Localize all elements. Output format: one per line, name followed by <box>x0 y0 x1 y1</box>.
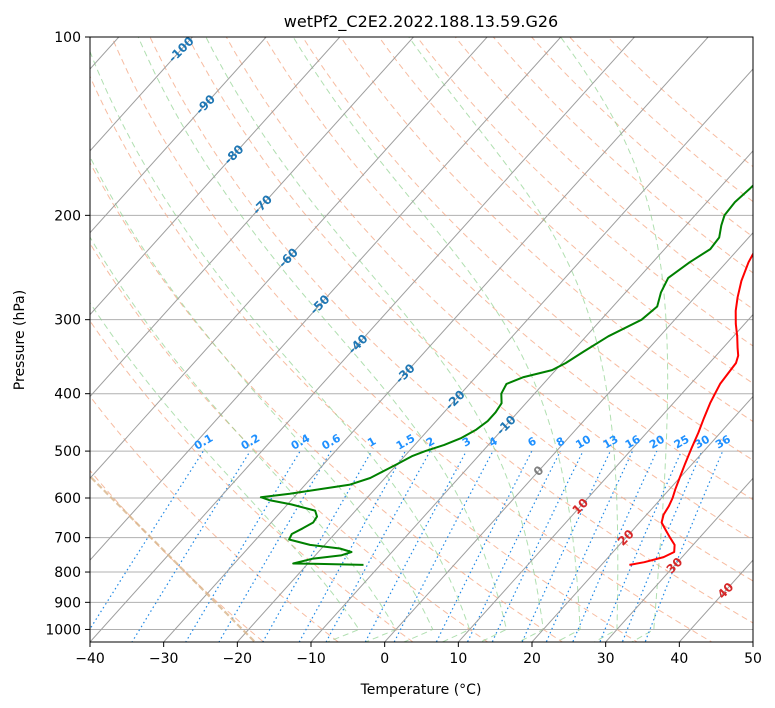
dry-adiabat <box>302 37 753 461</box>
mixing-ratio-line <box>262 450 373 642</box>
y-tick-label: 800 <box>54 565 81 581</box>
dry-adiabat <box>187 37 753 582</box>
mixing-ratio-line <box>644 450 724 642</box>
dry-adiabat <box>111 37 713 642</box>
plot-frame <box>89 36 754 643</box>
isotherm-line <box>90 37 636 642</box>
moist-adiabat <box>408 37 619 642</box>
dry-adiabat <box>90 161 564 642</box>
y-tick-label: 600 <box>54 491 81 507</box>
x-tick-label: −20 <box>223 651 253 667</box>
y-tick-label: 400 <box>54 387 81 403</box>
mixing-ratio-line <box>90 450 204 631</box>
y-tick-label: 100 <box>54 30 81 46</box>
isotherm-line <box>162 37 709 642</box>
isotherm-line <box>457 313 753 642</box>
x-axis-label: Temperature (°C) <box>360 682 482 698</box>
chart-title: wetPf2_C2E2.2022.188.13.59.G26 <box>284 12 558 32</box>
dry-adiabat <box>568 37 753 203</box>
dry-adiabat <box>225 37 753 541</box>
moist-adiabat <box>90 155 434 642</box>
x-tick-label: −10 <box>296 651 326 667</box>
dry-adiabat <box>416 37 753 347</box>
pressure-gridlines <box>90 37 753 630</box>
y-tick-label: 500 <box>54 444 81 460</box>
isotherm-line <box>90 37 415 398</box>
y-tick-label: 900 <box>54 595 81 611</box>
isotherm-line <box>383 231 753 642</box>
axes: −40 −30 −20 −10 0 10 20 30 40 50 100 200 300 400 500 60… <box>45 30 762 667</box>
isotherm-line <box>90 37 341 316</box>
skewed-isotherms <box>90 37 753 642</box>
isotherm-line <box>236 68 753 642</box>
dry-adiabat <box>90 75 638 642</box>
moist-adiabat <box>137 37 508 642</box>
x-tick-label: 20 <box>523 651 541 667</box>
mixing-ratio-line <box>298 450 406 642</box>
x-tick-label: 0 <box>380 651 389 667</box>
dry-adiabat <box>454 37 753 310</box>
isotherm-line <box>90 37 194 152</box>
x-tick-label: −40 <box>75 651 105 667</box>
isotherm-line <box>90 37 488 480</box>
lcl-curve <box>90 474 257 642</box>
temperature-line <box>629 251 753 566</box>
isotherm-line <box>310 150 753 642</box>
sounding-series <box>259 184 753 566</box>
dewpoint-line <box>259 184 753 566</box>
dry-adiabat <box>340 37 753 423</box>
isotherm-line <box>90 37 562 561</box>
dry-adiabat <box>607 37 753 168</box>
x-tick-label: 50 <box>744 651 762 667</box>
moist-adiabat <box>90 236 397 642</box>
mixing-ratio-line <box>466 450 561 642</box>
dry-adiabat <box>378 37 753 384</box>
dry-adiabat <box>90 242 489 642</box>
dry-adiabat <box>492 37 753 274</box>
y-axis-label: Pressure (hPa) <box>12 290 28 390</box>
y-tick-label: 700 <box>54 531 81 547</box>
x-tick-label: 40 <box>670 651 688 667</box>
y-tick-label: 200 <box>54 208 81 224</box>
isotherm-line <box>604 477 753 642</box>
y-tick-label: 300 <box>54 313 81 329</box>
dry-adiabat <box>263 37 753 501</box>
mixing-ratio-line <box>325 450 431 642</box>
x-tick-label: −30 <box>149 651 179 667</box>
moist-adiabat <box>205 37 544 642</box>
dry-adiabat <box>90 395 340 642</box>
dry-adiabat <box>90 320 414 642</box>
x-tick-label: 30 <box>597 651 615 667</box>
isotherm-line <box>531 395 753 642</box>
mixing-ratio-line <box>218 450 332 642</box>
mixing-ratio-line <box>393 450 494 642</box>
lcl-curve <box>90 474 257 642</box>
moist-adiabat <box>292 37 581 642</box>
isotherm-line <box>90 37 267 234</box>
mixing-ratio-line <box>491 450 584 642</box>
mixing-ratio-line <box>435 450 533 642</box>
y-tick-label: 1000 <box>45 622 81 638</box>
x-tick-label: 10 <box>449 651 467 667</box>
dry-adiabat <box>149 37 753 624</box>
dry-adiabats <box>90 37 753 642</box>
